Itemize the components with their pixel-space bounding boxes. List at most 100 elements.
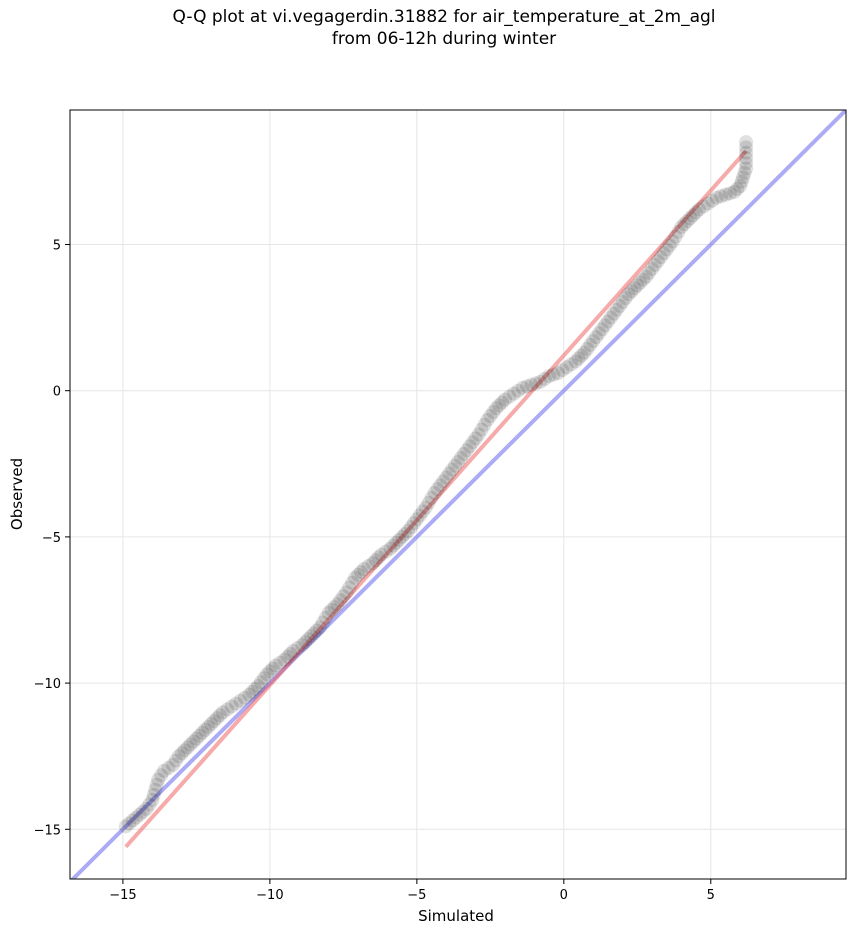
quantile-point [486,405,501,420]
quantile-point [686,208,701,223]
quantile-point [132,807,147,822]
quantile-point [315,615,330,630]
quantile-point [453,450,468,465]
quantile-point [220,702,235,717]
quantile-point [161,760,176,775]
quantile-point [709,190,724,205]
quantile-point [739,156,754,171]
quantile-point [474,422,489,437]
quantile-point [462,439,477,454]
quantile-point [201,719,216,734]
quantile-point [171,749,186,764]
quantile-point [546,367,561,382]
quantile-point [603,310,618,325]
quantile-point [636,272,651,287]
quantile-point [212,708,227,723]
reference-lines [70,110,846,879]
quantile-point [401,524,416,539]
quantile-point [515,380,530,395]
x-axis-label: Simulated [418,907,494,925]
quantile-point [215,705,230,720]
quantile-point [511,383,526,398]
quantile-point [568,354,583,369]
y-axis-ticks: −15 −10 −5 0 5 [34,239,70,838]
quantile-point [647,257,662,272]
quantile-point [139,801,154,816]
quantile-point [298,635,313,650]
quantile-point [555,363,570,378]
x-tick-label: −10 [256,888,283,903]
quantile-point [257,671,271,686]
quantile-point [430,482,445,497]
quantile-point [606,306,621,321]
quantile-point [677,217,692,232]
quantile-point [471,427,486,442]
quantile-point [502,389,517,404]
quantile-point [730,181,745,196]
quantile-point [383,541,398,556]
quantile-point [727,184,742,199]
quantile-point [142,797,157,812]
quantile-point [157,763,172,778]
quantile-point [627,281,642,296]
plot-frame [69,109,847,880]
quantile-point [583,337,598,352]
quantile-point [406,516,421,531]
identity-line [70,110,846,879]
quantile-point [451,454,465,469]
quantile-point [395,529,410,544]
quantile-point [442,466,457,481]
quantile-point [564,357,579,372]
quantile-point [209,711,224,726]
quantile-point [714,189,729,204]
quantile-point [345,575,360,590]
quantile-point [146,787,161,802]
quantile-point [262,664,277,679]
quantile-point [642,265,657,280]
quantile-point [301,632,316,647]
quantile-point [492,398,507,413]
quantile-point [273,655,288,670]
quantile-point [268,658,283,673]
quantile-point [248,681,263,696]
quantile-point [653,250,668,265]
quantile-point [609,302,624,317]
quantile-point [674,219,689,234]
quantile-point [433,478,448,493]
quantile-point [524,377,539,392]
quantile-point [680,214,695,229]
quantile-point [354,564,368,579]
quantile-point [571,351,586,366]
quantile-point [389,535,404,550]
quantile-point [224,699,239,714]
quantile-point [489,401,504,416]
quantile-point [286,643,301,658]
quantile-point [330,597,345,612]
quantile-point [318,610,333,625]
quantile-point [118,819,133,834]
quantile-point [295,638,310,653]
x-tick-label: −5 [407,888,426,903]
quantile-point [700,196,715,211]
y-tick-label: −5 [42,531,61,546]
quantile-point [659,242,674,257]
quantile-point [696,199,711,214]
quantile-point [456,447,471,462]
quantile-point [574,348,589,363]
quantile-point [149,777,164,792]
quantile-point [165,757,180,772]
quantile-point [671,224,686,239]
chart-title-line-2: from 06-12h during winter [331,29,557,49]
quantile-point [361,559,376,574]
x-tick-label: −15 [109,888,136,903]
quantile-point [306,626,321,641]
quantile-point [233,693,248,708]
quantile-point [520,379,535,394]
x-axis-ticks: −15 −10 −5 0 5 [109,879,715,903]
quantile-point [398,526,413,541]
quantile-point [424,490,439,505]
fit-line [124,149,748,849]
quantile-point [356,562,371,577]
quantile-point [277,652,292,667]
